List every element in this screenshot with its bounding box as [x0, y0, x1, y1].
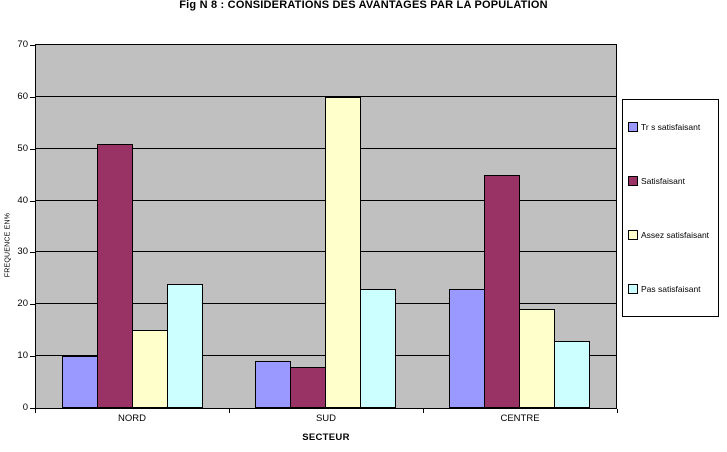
y-axis-title: FREQUENCE EN% [4, 212, 12, 278]
legend-item: Tr s satisfaisant [628, 122, 718, 132]
y-tick-label: 10 [17, 350, 28, 361]
legend-swatch-icon [628, 230, 638, 240]
bar [360, 289, 396, 408]
bar [449, 289, 485, 408]
y-tick-mark [30, 45, 35, 46]
x-category-label: NORD [118, 413, 146, 424]
bar-group-centre [423, 45, 616, 408]
y-tick-label: 20 [17, 298, 28, 309]
x-tick-mark [617, 409, 618, 413]
bar-group-nord [36, 45, 229, 408]
x-tick-mark [229, 409, 230, 413]
bar [325, 97, 361, 408]
bar [519, 309, 555, 408]
x-axis-title: SECTEUR [302, 432, 350, 443]
legend-swatch-icon [628, 284, 638, 294]
bar [290, 367, 326, 408]
plot-area [35, 44, 617, 409]
bar [167, 284, 203, 408]
legend-label: Pas satisfaisant [641, 284, 701, 294]
legend-item: Satisfaisant [628, 176, 718, 186]
y-tick-mark [30, 408, 35, 409]
y-tick-mark [30, 304, 35, 305]
y-tick-mark [30, 97, 35, 98]
x-tick-mark [423, 409, 424, 413]
y-tick-label: 40 [17, 195, 28, 206]
x-category-label: SUD [315, 413, 337, 424]
y-tick-mark [30, 356, 35, 357]
y-tick-label: 0 [22, 402, 28, 413]
y-tick-mark [30, 201, 35, 202]
legend-label: Assez satisfaisant [641, 230, 710, 240]
bar [62, 356, 98, 408]
legend-item: Pas satisfaisant [628, 284, 718, 294]
bar [255, 361, 291, 408]
legend-label: Tr s satisfaisant [641, 122, 701, 132]
legend-swatch-icon [628, 122, 638, 132]
legend-item: Assez satisfaisant [628, 230, 718, 240]
x-category-label: CENTRE [500, 413, 540, 424]
legend-swatch-icon [628, 176, 638, 186]
bar [132, 330, 168, 408]
chart-title: Fig N 8 : CONSIDERATIONS DES AVANTAGES P… [179, 0, 548, 11]
bar [97, 144, 133, 408]
y-tick-mark [30, 149, 35, 150]
y-tick-label: 30 [17, 246, 28, 257]
bar-group-sud [229, 45, 422, 408]
x-tick-mark [35, 409, 36, 413]
bar [484, 175, 520, 408]
legend-label: Satisfaisant [641, 176, 685, 186]
gridline [36, 96, 616, 97]
legend: Tr s satisfaisant Satisfaisant Assez satis… [622, 99, 719, 317]
y-tick-mark [30, 252, 35, 253]
bar [554, 341, 590, 408]
y-tick-label: 70 [17, 39, 28, 50]
y-tick-label: 60 [17, 91, 28, 102]
y-tick-label: 50 [17, 143, 28, 154]
